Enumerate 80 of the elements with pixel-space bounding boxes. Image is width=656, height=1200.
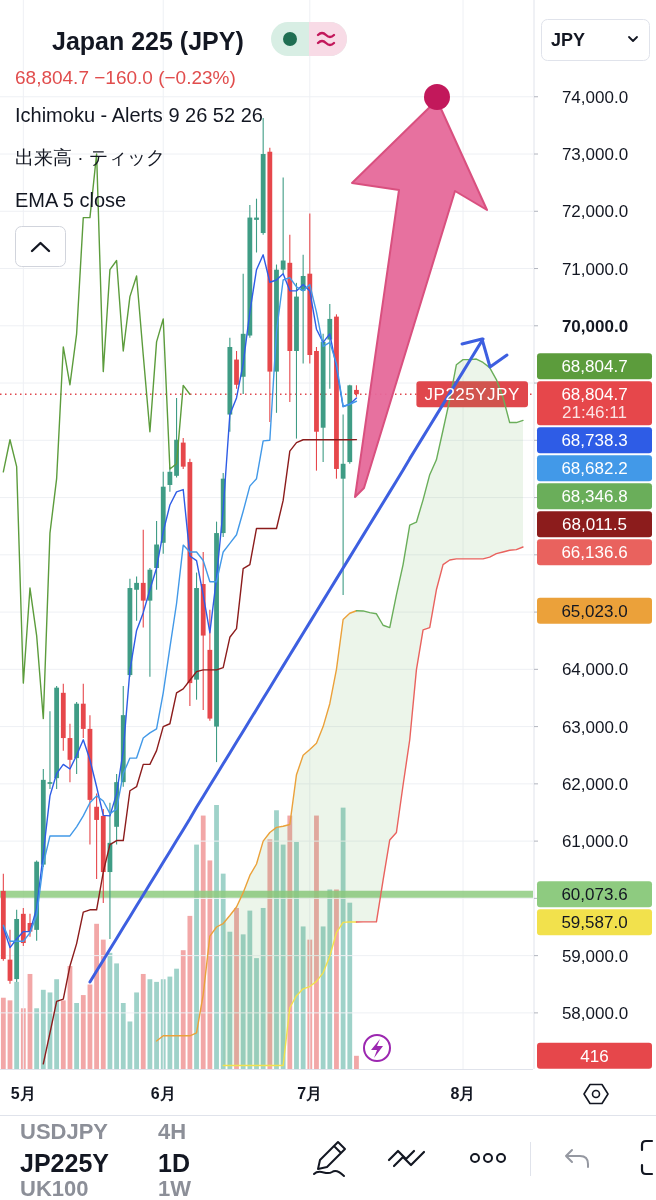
text: 68,682.2	[561, 459, 628, 479]
text: 68,804.7 −160.0 (−0.23%)	[15, 67, 236, 88]
bar	[234, 907, 239, 1069]
line-series	[155, 610, 358, 1042]
candlestick	[134, 576, 139, 622]
bar	[40, 989, 46, 1069]
bar	[54, 979, 60, 1069]
y-tick-label: 71,000.0	[561, 259, 629, 279]
candlestick	[167, 466, 173, 493]
y-tick-label: 59,000.0	[561, 946, 629, 966]
text: JP225Y	[20, 1149, 110, 1177]
text: UK100	[20, 1176, 89, 1200]
bar	[300, 926, 306, 1069]
x-tick-label: 5月	[10, 1085, 36, 1102]
bar	[334, 889, 339, 1069]
text: 21:46:11	[562, 403, 627, 423]
candlestick	[140, 529, 146, 629]
text: 59,587.0	[561, 913, 628, 933]
bar	[0, 997, 6, 1069]
bar	[354, 1055, 359, 1069]
candlestick	[327, 303, 333, 390]
bar	[74, 1003, 80, 1069]
text: 4H	[158, 1119, 187, 1144]
text: 68,804.7	[561, 357, 628, 377]
bar	[134, 992, 139, 1069]
x-tick-label: 8月	[450, 1085, 476, 1102]
bar	[260, 907, 266, 1069]
x-tick-label: 6月	[150, 1085, 176, 1102]
bar	[174, 968, 179, 1069]
text: Japan 225 (JPY)	[52, 27, 244, 55]
y-tick-label: 63,000.0	[561, 717, 629, 737]
bar	[267, 839, 273, 1069]
bar	[194, 844, 199, 1069]
bar	[154, 981, 159, 1069]
bar	[60, 1000, 66, 1069]
annotation: Ichimoku - Alerts 9 26 52 26	[15, 104, 263, 126]
bar	[140, 973, 146, 1069]
y-tick-label: 58,000.0	[561, 1003, 629, 1023]
bar	[120, 1003, 126, 1069]
bar	[114, 963, 119, 1069]
y-tick-label: 73,000.0	[561, 145, 629, 165]
text: 68,738.3	[561, 431, 628, 451]
line-series	[42, 438, 358, 1065]
y-tick-label: 62,000.0	[561, 774, 629, 794]
bar	[274, 810, 279, 1069]
y-tick-label: 72,000.0	[561, 202, 629, 222]
text: 68,804.7	[561, 385, 628, 405]
bar	[294, 841, 299, 1069]
bar	[287, 815, 293, 1069]
y-tick-label: 70,000.0	[561, 316, 629, 336]
y-tick-label: 61,000.0	[561, 832, 629, 852]
text: 416	[580, 1046, 609, 1066]
candlestick	[47, 710, 53, 790]
line-series	[355, 358, 524, 629]
x-tick-label: 7月	[297, 1085, 323, 1102]
text: 68,011.5	[562, 515, 627, 535]
ref-line-label: 60,073.6	[561, 885, 628, 905]
line-series	[355, 546, 524, 923]
bar	[34, 1008, 40, 1069]
text: 1D	[158, 1149, 190, 1177]
bar	[314, 815, 319, 1069]
bar	[94, 923, 99, 1069]
bar	[254, 958, 259, 1069]
text: 66,136.6	[561, 543, 628, 563]
candlestick	[280, 176, 286, 275]
text: 65,023.0	[561, 601, 628, 621]
bar	[80, 995, 86, 1069]
text: 68,346.8	[561, 487, 628, 507]
y-tick-label: 64,000.0	[561, 660, 629, 680]
bar	[214, 805, 219, 1069]
y-tick-label: 74,000.0	[561, 87, 629, 107]
line-series	[222, 921, 358, 1067]
candlestick	[340, 414, 346, 596]
text: 1W	[158, 1176, 192, 1200]
bar	[280, 844, 286, 1069]
bar	[100, 939, 106, 1069]
candlestick	[94, 793, 99, 880]
candlestick	[254, 198, 259, 254]
text: JPY	[551, 30, 586, 50]
text: USDJPY	[20, 1119, 109, 1144]
